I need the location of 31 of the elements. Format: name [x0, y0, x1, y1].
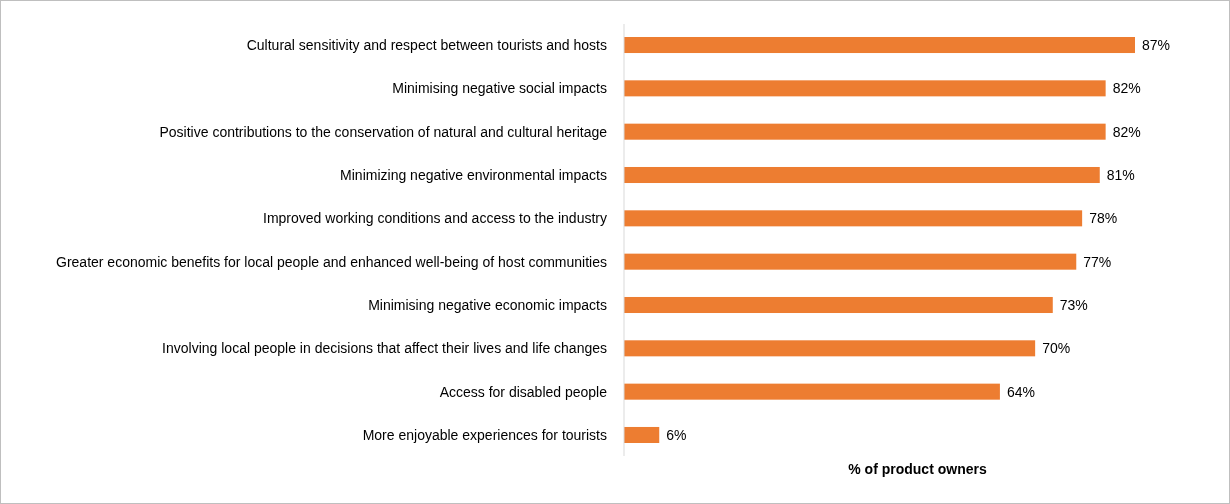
data-label: 82% [1112, 123, 1141, 140]
y-tick-label: Minimizing negative environmental impacts [340, 166, 607, 183]
y-tick-label: Minimising negative social impacts [392, 80, 607, 97]
bar [624, 296, 1053, 314]
bar [624, 210, 1083, 227]
bar [624, 383, 1000, 400]
y-tick-label: Minimising negative economic impacts [368, 296, 607, 313]
data-label: 73% [1059, 296, 1088, 313]
x-axis-title: % of product owners [848, 461, 987, 477]
data-label: 6% [666, 426, 687, 443]
data-label: 81% [1106, 166, 1135, 183]
y-tick-label: Access for disabled people [439, 383, 608, 400]
bar [624, 123, 1106, 140]
y-tick-label: Positive contributions to the conservation of natural and cultural heritage [159, 123, 608, 140]
bar [624, 253, 1077, 270]
y-tick-label: Greater economic benefits for local people and enhanced well-being of host communities [56, 253, 607, 270]
data-label: 78% [1089, 210, 1118, 227]
bar [624, 37, 1135, 54]
data-label: 77% [1083, 253, 1112, 270]
y-tick-label: More enjoyable experiences for tourists [362, 426, 607, 443]
data-label: 64% [1006, 383, 1035, 400]
data-label: 87% [1142, 36, 1171, 53]
y-tick-label: Involving local people in decisions that affect their lives and life changes [162, 340, 607, 357]
data-label: 82% [1112, 80, 1141, 97]
data-label: 70% [1042, 340, 1071, 357]
bar [624, 426, 660, 443]
y-tick-label: Improved working conditions and access to the industry [263, 210, 607, 227]
bar [624, 80, 1106, 97]
bar [624, 166, 1100, 184]
y-tick-label: Cultural sensitivity and respect between tourists and hosts [246, 36, 607, 53]
bar [624, 340, 1036, 357]
